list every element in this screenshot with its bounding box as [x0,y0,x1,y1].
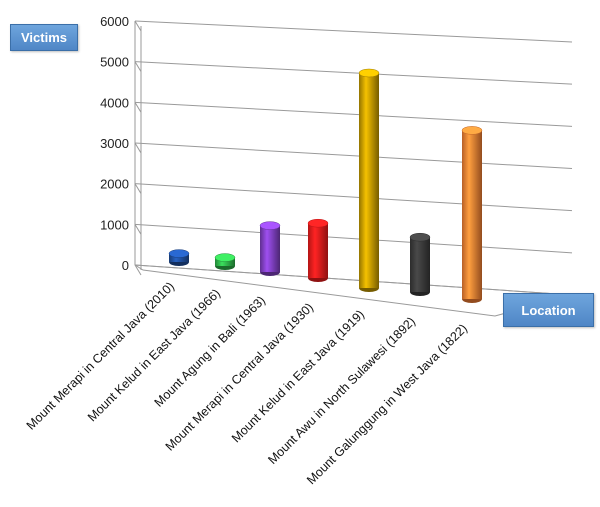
gridline [134,101,573,127]
side-gridline [134,20,142,32]
x-axis-title: Location [503,293,594,327]
side-gridline [134,264,142,276]
y-tick-label: 2000 [100,177,129,192]
gridline [134,183,573,212]
bar [461,126,483,303]
side-gridline [134,183,142,194]
gridline [134,223,573,254]
bar [409,232,431,296]
grid-layer [134,20,573,317]
bar [307,218,329,282]
side-gridline [134,61,142,72]
bar [358,68,380,292]
y-axis-title: Victims [10,24,78,51]
y-tick-label: 6000 [100,14,129,29]
y-tick-label: 1000 [100,217,129,232]
y-tick-label: 4000 [100,95,129,110]
category-labels: Mount Merapi in Central Java (2010)Mount… [24,279,470,487]
y-tick-label: 0 [122,258,129,273]
side-gridline [134,102,142,113]
side-gridline [134,142,142,154]
bars [168,68,483,303]
y-tick-label: 5000 [100,55,129,70]
bar [259,221,281,276]
gridline [134,61,573,85]
side-gridline [134,224,142,235]
gridline [134,20,573,43]
y-tick-label: 3000 [100,136,129,151]
gridline [134,142,573,169]
bar [168,249,190,266]
y-tick-labels: 0 1000 2000 3000 4000 5000 6000 [100,14,129,273]
bar [214,253,236,270]
category-label: Mount Agung in Bali (1963) [152,293,269,410]
